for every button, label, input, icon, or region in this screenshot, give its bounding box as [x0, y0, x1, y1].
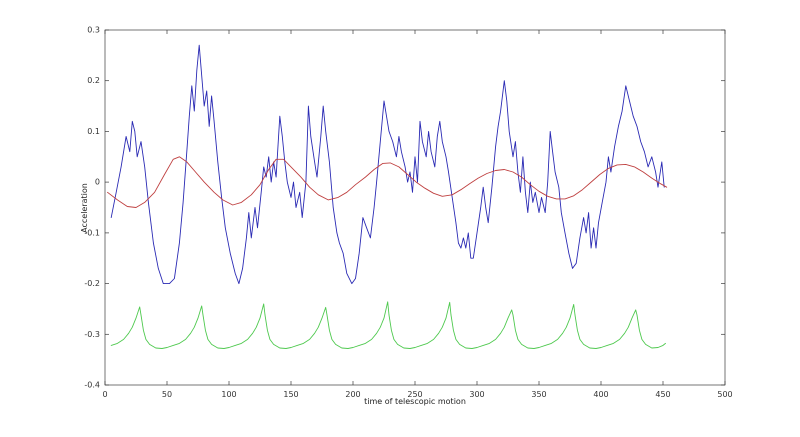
y-tick-label: -0.2 — [84, 279, 100, 288]
y-tick-label: -0.4 — [84, 381, 100, 390]
axes-box — [104, 29, 726, 386]
x-axis-label: time of telescopic motion — [364, 397, 466, 406]
x-tick-label: 500 — [717, 390, 732, 399]
noisy-acceleration-signal-line — [110, 44, 665, 285]
periodic-cusp-signal-line — [110, 301, 666, 349]
x-tick-label: 400 — [593, 390, 608, 399]
x-tick-label: 250 — [407, 390, 422, 399]
y-tick-label: -0.1 — [84, 228, 100, 237]
y-tick-label: 0 — [95, 178, 100, 187]
y-tick-label: 0.2 — [87, 76, 100, 85]
y-tick-label: -0.3 — [84, 330, 100, 339]
x-tick-label: 300 — [469, 390, 484, 399]
y-axis-label: Acceleration — [80, 183, 89, 233]
x-tick-label: 200 — [345, 390, 360, 399]
y-tick-label: 0.3 — [87, 26, 100, 35]
x-tick-label: 350 — [531, 390, 546, 399]
x-tick-label: 0 — [102, 390, 107, 399]
x-tick-label: 50 — [162, 390, 172, 399]
y-tick-label: 0.1 — [87, 127, 100, 136]
smooth-reference-wave-line — [107, 156, 668, 208]
x-tick-label: 100 — [221, 390, 236, 399]
x-tick-label: 450 — [655, 390, 670, 399]
x-tick-label: 150 — [283, 390, 298, 399]
